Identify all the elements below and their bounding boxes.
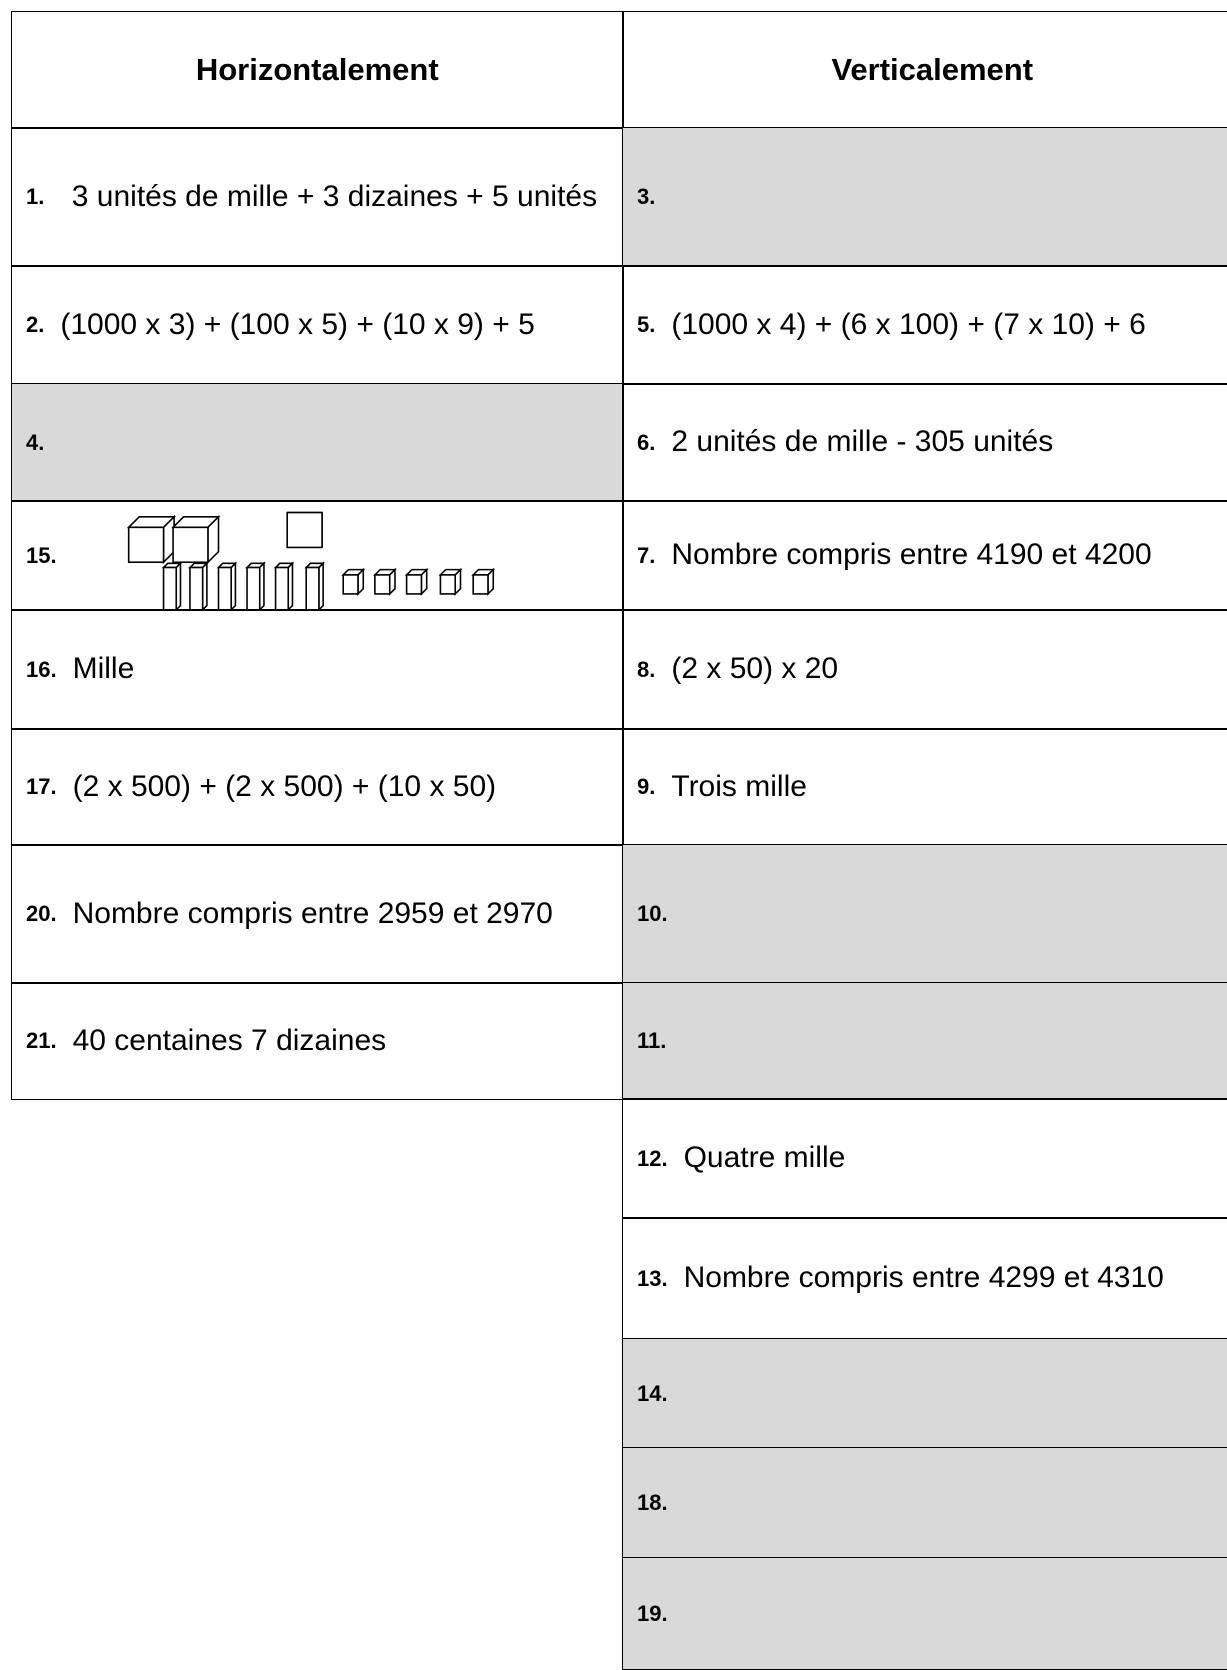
clue-text: (1000 x 4) + (6 x 100) + (7 x 10) + 6	[671, 307, 1146, 341]
clue-text: 40 centaines 7 dizaines	[72, 1023, 387, 1057]
table-cell: 18.	[622, 1447, 1227, 1559]
clue-text: (2 x 500) + (2 x 500) + (10 x 50)	[72, 769, 497, 803]
clue-number: 10.	[637, 901, 668, 927]
clue-number: 15.	[26, 542, 57, 568]
table-cell: 7. Nombre compris entre 4190 et 4200	[622, 500, 1227, 611]
table-cell: 8. (2 x 50) x 20	[622, 609, 1227, 730]
clue-text: Trois mille	[671, 769, 807, 803]
table-cell: 1. 3 unités de mille + 3 dizaines + 5 uni…	[11, 127, 624, 267]
clue-number: 6.	[637, 429, 656, 455]
clue-text: Nombre compris entre 2959 et 2970	[72, 896, 553, 930]
clue-number: 20.	[26, 901, 57, 927]
clue-number: 18.	[637, 1490, 668, 1516]
clue-number: 13.	[637, 1265, 668, 1291]
clue-number: 17.	[26, 774, 57, 800]
clue-number: 7.	[637, 542, 656, 568]
clue-text: Nombre compris entre 4299 et 4310	[683, 1261, 1164, 1295]
clue-text: (1000 x 3) + (100 x 5) + (10 x 9) + 5	[60, 307, 535, 341]
table-cell: 13. Nombre compris entre 4299 et 4310	[622, 1217, 1227, 1340]
table-cell: 6. 2 unités de mille - 305 unités	[622, 383, 1227, 502]
table-cell: 11.	[622, 982, 1227, 1100]
clue-number: 4.	[26, 429, 45, 455]
clue-text: Nombre compris entre 4190 et 4200	[671, 538, 1152, 572]
table-cell: 19.	[622, 1557, 1227, 1670]
clue-number: 21.	[26, 1028, 57, 1054]
clue-number: 11.	[637, 1028, 667, 1054]
clue-number: 14.	[637, 1380, 668, 1406]
base-ten-blocks	[126, 511, 496, 610]
clue-text: Quatre mille	[683, 1141, 846, 1175]
table-cell: 20. Nombre compris entre 2959 et 2970	[11, 844, 624, 984]
table-cell: 12. Quatre mille	[622, 1098, 1227, 1219]
clue-text: (2 x 50) x 20	[671, 652, 839, 686]
clue-number: 3.	[637, 184, 656, 210]
table-cell: 9. Trois mille	[622, 728, 1227, 846]
clue-number: 12.	[637, 1145, 668, 1171]
table-cell: 15.	[11, 500, 624, 611]
clue-number: 9.	[637, 774, 656, 800]
table-cell: 17. (2 x 500) + (2 x 500) + (10 x 50)	[11, 728, 624, 846]
clue-number: 1.	[26, 184, 45, 210]
table-cell: 14.	[622, 1338, 1227, 1449]
table-cell: 10.	[622, 844, 1227, 984]
clue-number: 16.	[26, 656, 57, 682]
clue-text: 3 unités de mille + 3 dizaines + 5 unité…	[71, 179, 598, 213]
clue-text: Mille	[72, 652, 135, 686]
table-cell: 16. Mille	[11, 609, 624, 730]
table-cell: 4.	[11, 383, 624, 502]
column-header: Verticalement	[622, 11, 1227, 129]
clue-text: 2 unités de mille - 305 unités	[671, 425, 1054, 459]
table-cell: 2. (1000 x 3) + (100 x 5) + (10 x 9) + 5	[11, 265, 624, 385]
table-cell: 21. 40 centaines 7 dizaines	[11, 982, 624, 1100]
clue-number: 19.	[637, 1600, 668, 1626]
table-cell: 5. (1000 x 4) + (6 x 100) + (7 x 10) + 6	[622, 265, 1227, 385]
column-header: Horizontalement	[11, 11, 624, 129]
clue-number: 8.	[637, 656, 656, 682]
clue-number: 5.	[637, 312, 656, 338]
clue-number: 2.	[26, 312, 45, 338]
table-cell: 3.	[622, 127, 1227, 267]
